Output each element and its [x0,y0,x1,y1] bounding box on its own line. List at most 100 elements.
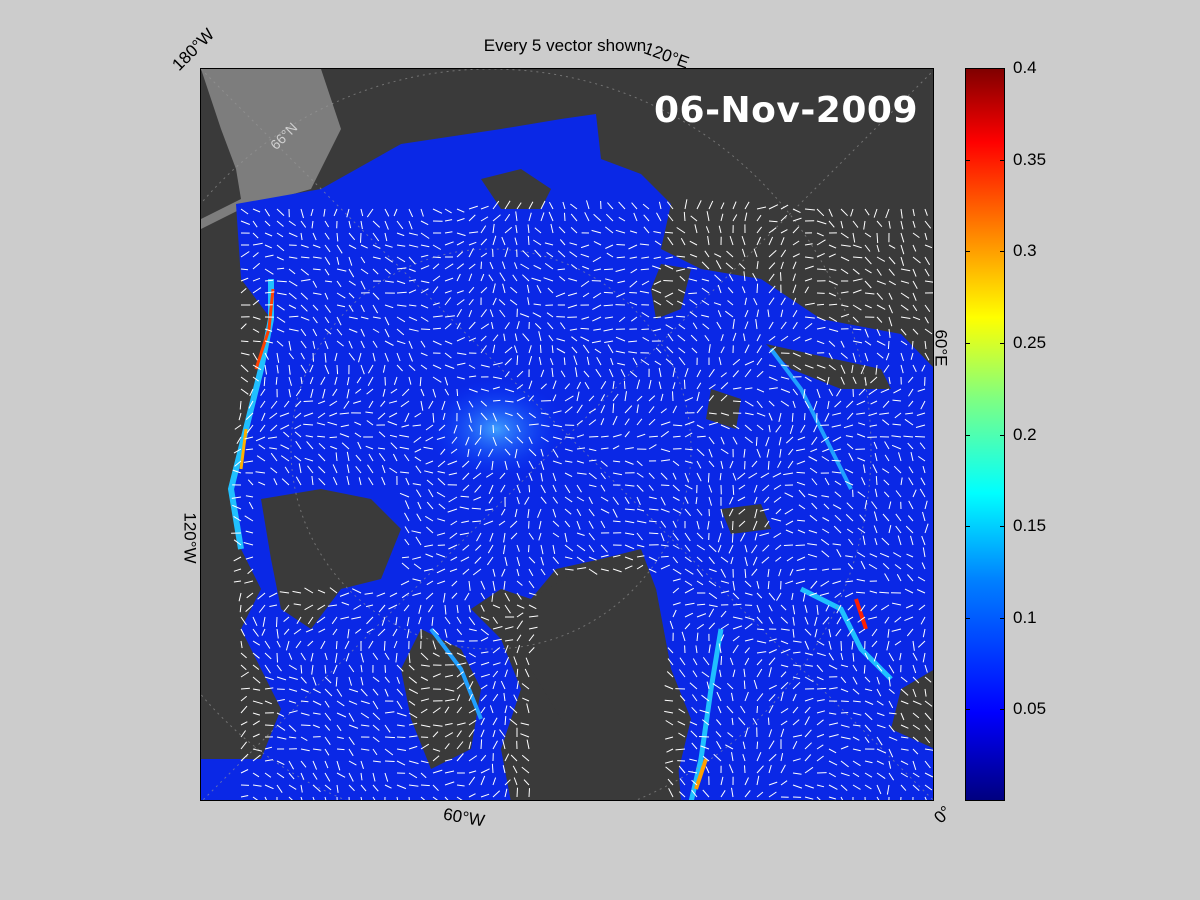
drift-vector [396,712,407,717]
drift-vector [534,323,542,330]
drift-vector [676,255,686,258]
drift-vector [828,208,833,217]
drift-vector [652,328,662,332]
drift-vector [427,604,434,613]
drift-vector [684,612,694,618]
drift-vector [816,239,826,246]
drift-vector [624,496,630,504]
drift-vector [288,364,291,375]
drift-vector [558,276,566,282]
drift-vector [543,277,554,282]
drift-vector [892,423,902,426]
drift-vector [900,316,911,319]
drift-vector [564,436,575,439]
drift-vector [653,231,662,234]
colorbar-tick-label: 0.2 [1013,424,1037,444]
drift-vector [528,626,538,630]
drift-vector [264,746,273,750]
drift-vector [792,676,801,680]
drift-vector [468,672,476,678]
drift-vector [456,753,464,762]
drift-vector [468,241,477,246]
drift-vector [502,283,506,294]
drift-vector [791,592,794,601]
drift-vector [744,309,749,318]
drift-vector [552,556,559,565]
drift-vector [420,352,428,357]
drift-vector [851,640,854,650]
drift-vector [792,758,801,762]
land-svalbard [706,389,741,429]
drift-vector [378,453,386,462]
drift-vector [636,555,645,558]
drift-vector [252,364,262,371]
drift-vector [504,626,514,630]
drift-vector [348,268,355,278]
drift-vector [348,304,354,312]
drift-vector [840,291,849,294]
drift-vector [600,496,609,502]
drift-vector [408,364,416,371]
drift-vector [444,796,449,800]
drift-vector [763,496,770,503]
drift-vector [771,517,782,522]
drift-vector [432,286,439,294]
drift-vector [813,424,818,433]
drift-vector [922,652,926,663]
drift-vector [502,739,506,750]
drift-vector [888,376,891,384]
drift-vector [468,755,478,762]
drift-vector [727,287,734,294]
drift-vector [260,388,266,396]
drift-vector [432,731,439,738]
drift-vector [816,316,826,322]
drift-vector [252,733,260,738]
drift-vector [360,652,364,663]
drift-vector [528,592,537,596]
drift-vector [708,344,711,354]
drift-vector [689,721,698,726]
drift-vector [464,592,470,601]
drift-vector [480,400,488,407]
drift-vector [396,316,406,323]
drift-vector [761,556,770,564]
drift-vector [906,628,914,637]
drift-vector [612,568,622,573]
drift-vector [861,477,866,486]
drift-vector [377,447,386,450]
drift-vector [552,394,557,402]
drift-vector [802,592,806,602]
drift-vector [617,280,626,284]
drift-vector [816,755,824,762]
drift-vector [300,304,308,312]
drift-vector [451,580,458,587]
drift-vector [252,796,259,800]
drift-vector [855,591,866,594]
drift-vector [246,424,254,434]
drift-vector [431,616,434,626]
drift-vector [776,592,782,601]
drift-vector [667,658,674,666]
drift-vector [785,520,794,526]
drift-vector [756,741,759,750]
drift-vector [660,448,671,453]
drift-vector [840,364,846,374]
drift-vector [533,303,542,306]
drift-vector [903,435,914,438]
drift-vector [789,568,794,576]
drift-vector [924,256,931,266]
drift-vector [785,529,794,534]
drift-vector [333,208,338,217]
drift-vector [845,580,854,583]
drift-vector [432,364,442,370]
drift-vector [828,328,839,332]
drift-vector [900,220,904,230]
drift-vector [234,424,242,430]
drift-vector [408,712,418,719]
drift-vector [615,268,626,272]
drift-vector [258,444,266,450]
drift-vector [718,643,722,654]
drift-vector [897,535,902,546]
drift-vector [312,280,318,288]
drift-vector [665,736,674,740]
